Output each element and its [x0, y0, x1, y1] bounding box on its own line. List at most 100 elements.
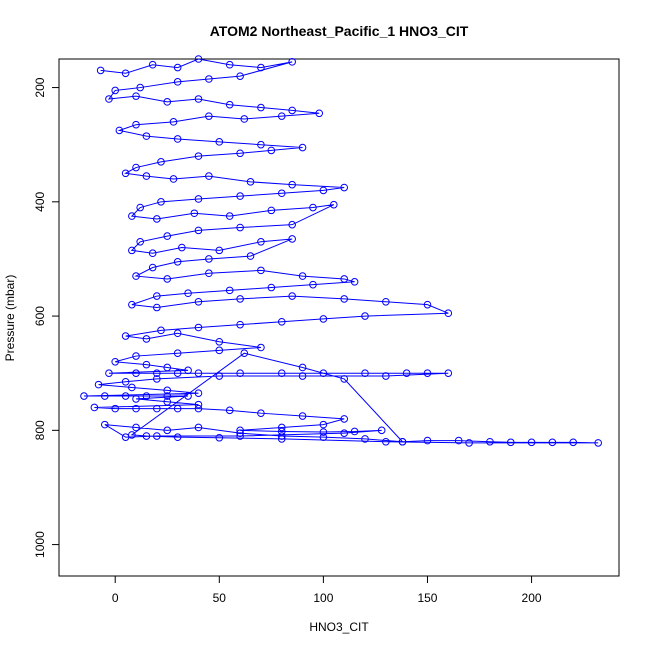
- data-point: [190, 209, 199, 218]
- data-point: [288, 220, 296, 229]
- data-point: [194, 297, 203, 306]
- data-point: [288, 106, 296, 115]
- data-point: [111, 357, 120, 366]
- data-point: [288, 180, 296, 189]
- data-point: [236, 320, 244, 329]
- data-point: [594, 439, 602, 447]
- series-layer: [80, 55, 602, 447]
- data-point: [298, 143, 307, 152]
- data-point: [215, 138, 224, 146]
- data-point: [277, 189, 286, 198]
- data-point: [350, 427, 359, 436]
- data-point: [148, 249, 157, 258]
- data-point: [194, 95, 203, 103]
- data-point: [257, 103, 265, 112]
- data-point: [215, 337, 224, 346]
- data-point: [153, 404, 161, 413]
- data-point: [153, 292, 161, 300]
- data-point: [163, 386, 172, 395]
- data-point: [444, 309, 453, 318]
- data-point: [128, 431, 136, 439]
- data-point: [298, 272, 307, 280]
- data-point: [194, 323, 203, 332]
- data-point: [288, 292, 296, 300]
- data-point: [142, 392, 151, 400]
- data-point: [319, 369, 328, 377]
- data-point: [173, 63, 182, 72]
- y-tick-label: 200: [33, 77, 47, 97]
- data-point: [163, 232, 172, 240]
- data-point: [236, 369, 244, 377]
- data-point: [277, 369, 286, 377]
- data-point: [194, 55, 203, 63]
- data-point: [377, 426, 386, 435]
- data-point: [319, 315, 328, 323]
- data-point: [163, 363, 172, 372]
- data-point: [240, 115, 249, 123]
- data-point: [225, 212, 234, 220]
- data-point: [205, 269, 213, 278]
- y-tick-label: 400: [33, 191, 47, 211]
- data-point: [121, 392, 130, 400]
- chart-title: ATOM2 Northeast_Pacific_1 HNO3_CIT: [210, 23, 469, 39]
- data-point: [132, 369, 140, 377]
- y-tick-label: 1000: [33, 531, 47, 558]
- data-point: [402, 369, 411, 377]
- data-point: [382, 372, 390, 380]
- data-point: [184, 392, 192, 400]
- data-point: [486, 437, 494, 446]
- data-point: [132, 404, 140, 413]
- data-point: [163, 392, 172, 400]
- data-point: [115, 126, 124, 135]
- data-point: [236, 72, 244, 80]
- data-point: [277, 423, 286, 432]
- data-point: [173, 349, 182, 358]
- data-point: [173, 135, 182, 143]
- data-point: [382, 437, 390, 446]
- data-point: [257, 266, 265, 275]
- data-point: [157, 198, 165, 206]
- data-point: [128, 212, 136, 220]
- data-point: [148, 263, 157, 272]
- data-point: [142, 335, 151, 343]
- data-point: [236, 295, 244, 303]
- data-point: [194, 400, 203, 409]
- data-point: [423, 300, 432, 309]
- data-point: [136, 238, 144, 246]
- data-point: [184, 289, 192, 298]
- data-point: [236, 429, 244, 437]
- data-point: [194, 369, 203, 377]
- data-point: [105, 95, 113, 103]
- data-point: [240, 349, 249, 358]
- data-point: [569, 438, 578, 447]
- data-point: [319, 428, 328, 436]
- data-point: [178, 243, 186, 252]
- x-tick-label: 0: [112, 591, 119, 605]
- data-point: [136, 203, 144, 212]
- data-point: [319, 186, 328, 195]
- data-point: [319, 433, 328, 441]
- data-point: [277, 432, 286, 440]
- data-point: [194, 423, 203, 432]
- data-point: [163, 426, 172, 435]
- data-point: [277, 112, 286, 120]
- data-point: [184, 366, 192, 375]
- data-point: [454, 436, 463, 445]
- data-point: [132, 423, 140, 432]
- data-point: [128, 246, 136, 255]
- data-point: [215, 372, 224, 380]
- data-point: [246, 178, 255, 186]
- x-axis: 0 50 100 150 200: [112, 575, 542, 605]
- data-point: [277, 427, 286, 436]
- data-point: [288, 235, 296, 243]
- data-point: [100, 420, 109, 429]
- data-point: [340, 375, 349, 383]
- data-point: [132, 272, 140, 280]
- data-point: [548, 438, 557, 447]
- data-point: [225, 406, 234, 415]
- data-point: [121, 332, 130, 340]
- data-point: [90, 403, 99, 412]
- x-tick-label: 100: [313, 591, 333, 605]
- data-point: [340, 415, 349, 423]
